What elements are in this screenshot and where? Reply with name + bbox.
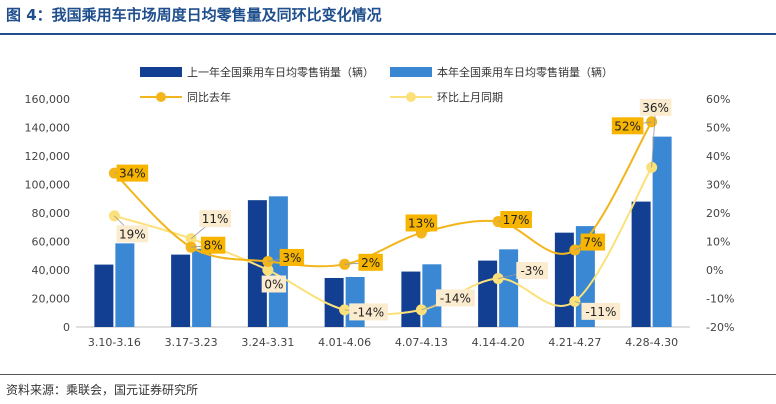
mom-data-label: -14% (440, 291, 471, 305)
y-left-tick-label: 20,000 (32, 293, 71, 306)
bar-this-year (499, 249, 519, 327)
y-right-tick-label: -10% (706, 293, 734, 306)
bar-this-year (268, 196, 288, 327)
mom-data-label: 19% (119, 227, 146, 241)
mom-data-label: -14% (353, 305, 384, 319)
y-left-tick-label: 120,000 (25, 150, 71, 163)
yoy-data-label: 7% (583, 236, 602, 250)
y-right-tick-label: 0% (706, 264, 723, 277)
legend-label-last-year: 上一年全国乘用车日均零售销量（辆） (187, 65, 374, 79)
yoy-data-label: 17% (503, 213, 530, 227)
mom-data-label: 36% (642, 101, 669, 115)
chart-title: 图 4：我国乘用车市场周度日均零售量及同环比变化情况 (6, 6, 382, 24)
mom-data-label: 0% (264, 278, 283, 292)
mom-data-label-box (581, 302, 621, 320)
y-left-tick-label: 0 (63, 321, 70, 334)
yoy-data-label-box (405, 214, 438, 232)
yoy-data-label-box (500, 211, 532, 229)
mom-point (262, 264, 274, 276)
mom-data-label: -11% (585, 305, 616, 319)
yoy-data-label-box (611, 117, 644, 135)
y-left-tick-label: 140,000 (25, 122, 71, 135)
bar-last-year (478, 260, 498, 327)
y-left-tick-label: 60,000 (32, 236, 71, 249)
mom-data-label-box (349, 303, 389, 321)
combo-chart: 0 20,000 40,000 60,000 80,000 100,000 120,000 1… (25, 65, 735, 349)
x-tick-label: 4.01-4.06 (318, 336, 371, 349)
bar-last-year (94, 264, 114, 327)
mom-data-label-box (639, 98, 672, 116)
bar-last-year (631, 201, 651, 327)
x-tick-label: 3.24-3.31 (241, 336, 294, 349)
mom-data-label-box (261, 275, 287, 293)
y-left-tick-label: 160,000 (25, 93, 71, 106)
y-right-tick-label: 20% (706, 207, 730, 220)
x-tick-label: 4.21-4.27 (548, 336, 601, 349)
bar-last-year (401, 271, 421, 327)
legend-label-this-year: 本年全国乘用车日均零售销量（辆） (437, 65, 613, 79)
yoy-data-label: 13% (408, 216, 435, 230)
y-right-tick-label: -20% (706, 321, 734, 334)
bar-this-year (652, 136, 672, 327)
bar-this-year (575, 226, 595, 327)
legend-swatch-last-year (140, 67, 182, 77)
mom-data-label-box (435, 289, 475, 307)
mom-data-label: -3% (520, 264, 543, 278)
footer-divider (0, 374, 776, 375)
y-right-tick-label: 60% (706, 93, 730, 106)
y-left-tick-label: 40,000 (32, 264, 71, 277)
y-right-tick-label: 50% (706, 122, 730, 135)
legend-label-yoy: 同比去年 (187, 90, 231, 104)
yoy-data-label-box (200, 236, 226, 254)
x-tick-label: 4.14-4.20 (472, 336, 525, 349)
x-tick-label: 3.10-3.16 (88, 336, 141, 349)
bar-this-year (115, 243, 135, 327)
mom-data-label-box (116, 225, 149, 243)
x-tick-label: 4.07-4.13 (395, 336, 448, 349)
x-tick-label: 3.17-3.23 (165, 336, 218, 349)
y-left-tick-label: 80,000 (32, 207, 71, 220)
source-note: 资料来源：乘联会，国元证券研究所 (6, 383, 199, 397)
x-tick-label: 4.28-4.30 (625, 336, 678, 349)
bar-last-year (247, 200, 267, 327)
yoy-data-label: 34% (119, 167, 146, 181)
bar-last-year (171, 254, 191, 327)
mom-data-label-box (199, 210, 231, 228)
legend-marker-mom (406, 92, 416, 102)
yoy-data-label: 3% (282, 251, 301, 265)
yoy-data-label-box (116, 164, 149, 182)
legend-label-mom: 环比上月同期 (437, 91, 503, 104)
y-right-tick-label: 40% (706, 150, 730, 163)
title-divider (0, 33, 776, 35)
mom-data-label-box (516, 262, 548, 280)
yoy-data-label-box (279, 248, 305, 266)
mom-data-label-leader (651, 107, 657, 168)
bar-this-year (422, 264, 442, 327)
y-right-tick-label: 10% (706, 236, 730, 249)
bar-this-year (192, 248, 212, 327)
legend-swatch-this-year (390, 67, 432, 77)
mom-data-label: 11% (202, 212, 229, 226)
yoy-data-label: 8% (204, 239, 223, 253)
bar-last-year (554, 232, 574, 327)
yoy-data-label: 52% (614, 119, 641, 133)
yoy-data-label-box (580, 233, 606, 251)
yoy-data-label: 2% (361, 256, 380, 270)
y-right-tick-label: 30% (706, 179, 730, 192)
legend-marker-yoy (156, 92, 166, 102)
bar-last-year (324, 277, 344, 327)
yoy-data-label-box (358, 253, 383, 271)
y-left-tick-label: 100,000 (25, 179, 71, 192)
